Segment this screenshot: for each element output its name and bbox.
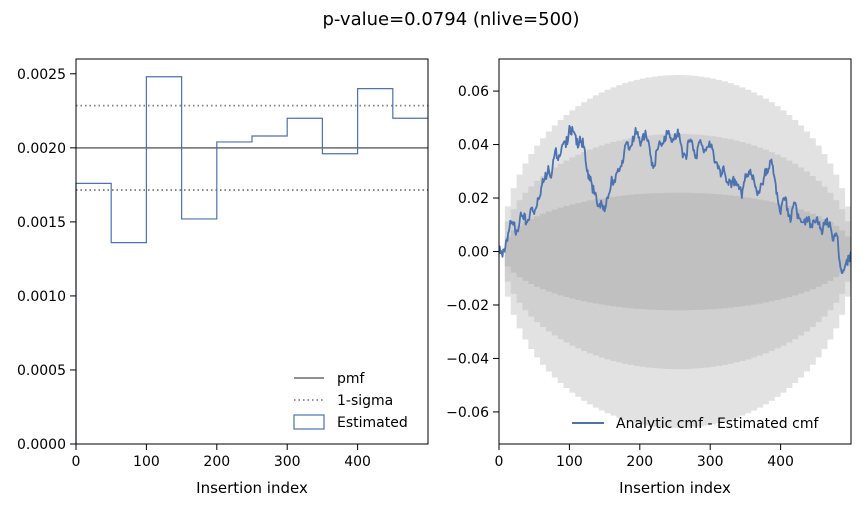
left-x-ticks: 0 100 200 300 400	[72, 444, 371, 470]
left-plot-area	[75, 76, 428, 444]
left-x-tick-label: 200	[203, 454, 230, 470]
estimated-step-line	[75, 76, 428, 444]
right-x-tick-label: 100	[556, 454, 583, 470]
left-y-tick-label: 0.0010	[17, 289, 66, 305]
right-x-tick-label: 0	[495, 454, 504, 470]
left-axes: 0 100 200 300 400 0.00000.00050.00100.00150.…	[17, 58, 429, 497]
right-y-tick-label: 0.02	[458, 191, 489, 207]
legend-cmf-label: Analytic cmf - Estimated cmf	[616, 416, 819, 432]
left-x-axis-label: Insertion index	[196, 479, 308, 497]
right-y-tick-label: −0.02	[446, 298, 489, 314]
left-x-tick-label: 100	[133, 454, 160, 470]
legend-pmf-label: pmf	[337, 371, 366, 387]
cmf-difference-line	[499, 124, 851, 275]
left-y-tick-label: 0.0005	[17, 363, 66, 379]
right-y-tick-label: −0.04	[446, 351, 489, 367]
left-y-ticks: 0.0000 0.0005 0.0010 0.0015 0.0020 0.0025	[17, 67, 76, 453]
sigma-band-1	[499, 192, 851, 311]
right-axes: 0 100 200 300 400 −0.06 −0.04 −0.02 0.00 0.02 0.0…	[446, 58, 852, 497]
right-x-tick-label: 300	[697, 454, 724, 470]
right-x-tick-label: 200	[626, 454, 653, 470]
left-x-tick-label: 0	[72, 454, 81, 470]
left-y-tick-label: 0.0025	[17, 67, 66, 83]
legend-sigma-label: 1-sigma	[337, 393, 393, 409]
left-legend: pmf 1-sigma Estimated	[293, 371, 408, 431]
right-x-axis-label: Insertion index	[619, 479, 731, 497]
legend-estimated-swatch	[293, 414, 325, 430]
right-y-tick-label: 0.04	[458, 138, 489, 154]
right-plot-area	[499, 75, 851, 428]
left-x-tick-label: 300	[274, 454, 301, 470]
left-y-tick-label: 0.0020	[17, 141, 66, 157]
right-legend: Analytic cmf - Estimated cmf	[572, 416, 819, 432]
right-y-ticks: −0.06 −0.04 −0.02 0.00 0.02 0.04 0.06	[446, 84, 499, 421]
right-y-tick-label: 0.06	[458, 84, 489, 100]
left-y-tick-label: 0.0015	[17, 215, 66, 231]
left-x-tick-label: 400	[344, 454, 371, 470]
left-axes-frame	[75, 58, 429, 445]
figure-title: p-value=0.0794 (nlive=500)	[322, 9, 579, 30]
legend-estimated-label: Estimated	[337, 415, 408, 431]
right-x-tick-label: 400	[767, 454, 794, 470]
left-y-tick-label: 0.0000	[17, 437, 66, 453]
right-x-ticks: 0 100 200 300 400	[495, 444, 794, 470]
right-y-tick-label: 0.00	[458, 245, 489, 261]
right-y-tick-label: −0.06	[446, 405, 489, 421]
